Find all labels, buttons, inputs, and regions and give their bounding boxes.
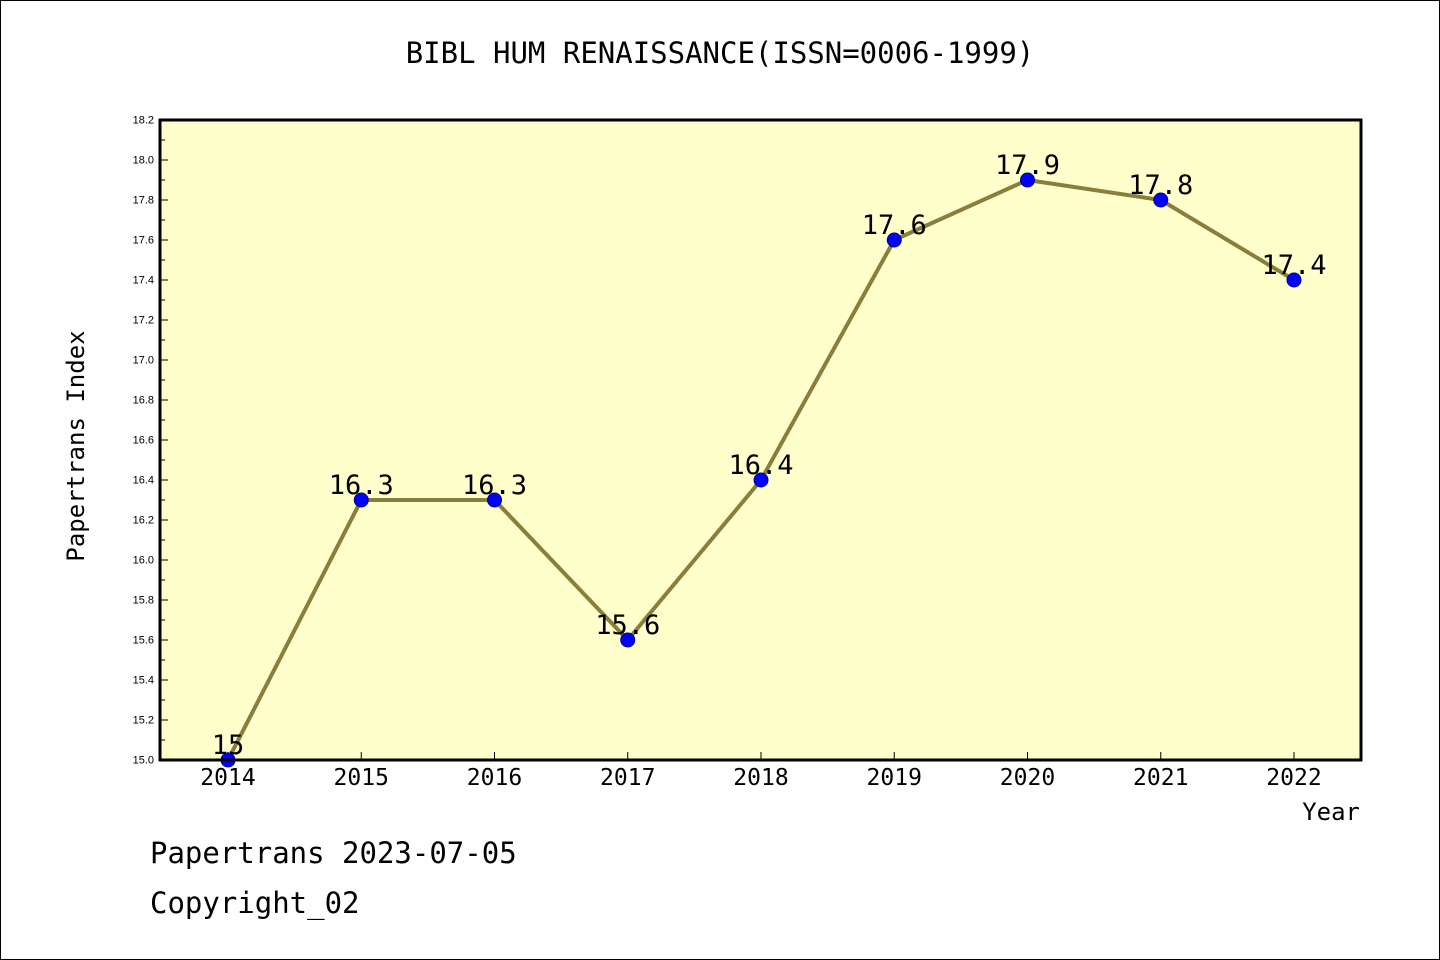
data-point <box>1286 272 1302 288</box>
data-point <box>620 632 636 648</box>
data-label: 16.3 <box>462 470 527 501</box>
y-tick-label: 15.0 <box>133 755 154 767</box>
x-tick-label: 2016 <box>467 765 522 791</box>
y-tick-label: 17.6 <box>133 235 154 247</box>
data-label: 17.4 <box>1261 250 1326 281</box>
series-group: 15 16.3 16.3 15.6 16.4 17.6 17.9 17.8 17.4 <box>212 150 1327 768</box>
data-label: 17.8 <box>1128 170 1193 201</box>
x-tick-label: 2022 <box>1266 765 1321 791</box>
x-tick-label: 2018 <box>733 765 788 791</box>
data-label: 15 <box>212 730 245 761</box>
y-tick-label: 16.4 <box>133 475 154 487</box>
x-axis-ticks: 2014 2015 2016 2017 2018 2019 2020 2021 2022 <box>200 752 1322 791</box>
y-tick-label: 17.2 <box>133 315 154 327</box>
footer-copyright: Copyright_02 <box>150 886 360 920</box>
data-point <box>353 492 369 508</box>
x-tick-label: 2014 <box>200 765 255 791</box>
y-tick-label: 18.2 <box>133 115 154 127</box>
y-tick-label: 15.6 <box>133 635 154 647</box>
data-label: 17.9 <box>995 150 1060 181</box>
y-tick-label: 16.8 <box>133 395 154 407</box>
footer-source: Papertrans 2023-07-05 <box>150 836 517 870</box>
y-tick-label: 18.0 <box>133 155 154 167</box>
y-tick-label: 15.4 <box>133 675 154 687</box>
data-point <box>1020 172 1035 188</box>
y-tick-label: 17.0 <box>133 355 154 367</box>
data-point <box>753 472 769 488</box>
data-point <box>1153 192 1169 208</box>
y-axis-label: Papertrans Index <box>62 330 90 561</box>
y-tick-label: 17.4 <box>133 275 154 287</box>
data-label: 16.3 <box>329 470 394 501</box>
y-tick-label: 15.8 <box>133 595 154 607</box>
data-label: 17.6 <box>862 210 927 241</box>
data-label: 15.6 <box>595 610 660 641</box>
chart-title: BIBL HUM RENAISSANCE(ISSN=0006-1999) <box>405 36 1035 70</box>
x-tick-label: 2019 <box>867 765 922 791</box>
y-axis-ticks: 15.0 15.2 15.4 15.6 15.8 16.0 16.2 16.4 16.6 16.8… <box>133 115 168 767</box>
x-tick-label: 2017 <box>600 765 655 791</box>
y-tick-label: 16.6 <box>133 435 154 447</box>
x-tick-label: 2021 <box>1133 765 1188 791</box>
y-tick-label: 15.2 <box>133 715 154 727</box>
x-tick-label: 2015 <box>334 765 389 791</box>
data-label: 16.4 <box>728 450 793 481</box>
plot-area <box>160 120 1361 760</box>
y-tick-label: 17.8 <box>133 195 154 207</box>
plot-frame <box>158 118 1363 762</box>
y-tick-label: 16.2 <box>133 515 154 527</box>
data-point <box>487 492 502 508</box>
x-tick-label: 2020 <box>1000 765 1055 791</box>
y-tick-label: 16.0 <box>133 555 154 567</box>
data-point <box>886 232 902 248</box>
x-axis-label: Year <box>1302 798 1360 826</box>
